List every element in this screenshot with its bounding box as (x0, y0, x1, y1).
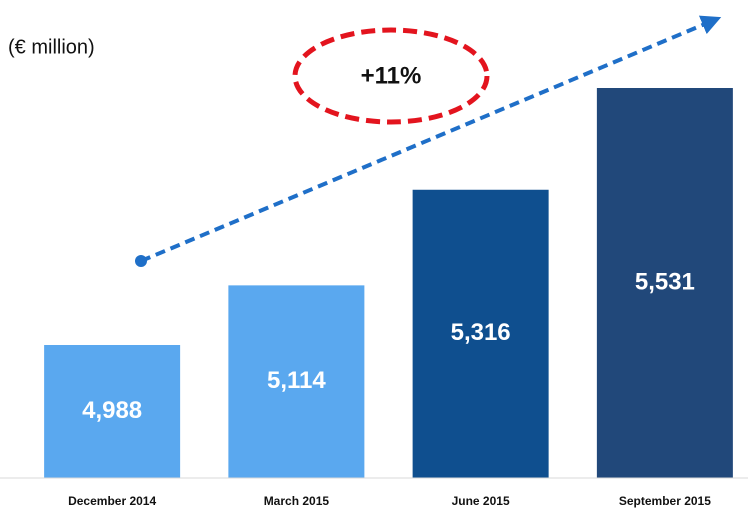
x-tick-label: June 2015 (452, 494, 510, 508)
value-label: 5,531 (635, 268, 695, 295)
bar (412, 189, 549, 478)
value-label: 5,316 (451, 319, 511, 346)
bar (228, 285, 365, 478)
x-tick-label: December 2014 (68, 494, 156, 508)
unit-label: (€ million) (8, 36, 95, 58)
trend-arrow (140, 15, 722, 263)
bar (44, 345, 181, 478)
annotation-ellipse (292, 27, 490, 125)
arrow-start (135, 255, 147, 267)
value-label: 4,988 (82, 397, 142, 424)
value-label: 5,114 (267, 367, 326, 394)
x-tick-label: September 2015 (619, 494, 711, 508)
bar (596, 88, 733, 478)
annotation: +11% (361, 62, 422, 89)
x-tick-label: March 2015 (264, 494, 330, 508)
